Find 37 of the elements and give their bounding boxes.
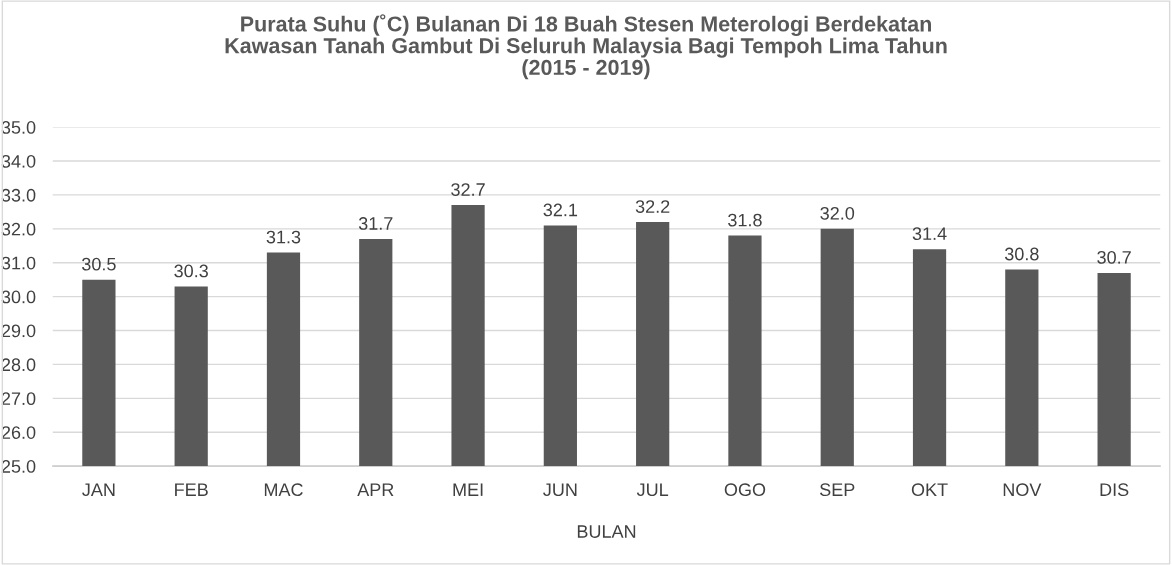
data-label: 31.7	[358, 217, 393, 230]
x-tick-label: JUN	[543, 483, 577, 497]
y-tick-label: 29.0	[1, 324, 36, 338]
x-tick-label: MEI	[453, 483, 483, 496]
data-label: 30.7	[1097, 250, 1131, 264]
x-tick-label: DIS	[1100, 483, 1129, 497]
x-axis-title: BULAN	[577, 525, 636, 538]
data-label: 32.0	[820, 206, 855, 220]
x-tick-label: SEP	[820, 483, 855, 497]
y-tick-label: 33.0	[1, 188, 36, 202]
y-tick-label: 28.0	[1, 358, 36, 372]
data-label: 30.3	[174, 264, 208, 278]
data-label: 32.7	[451, 183, 485, 196]
data-label: 32.2	[635, 200, 670, 213]
x-tick-label: MAC	[264, 483, 303, 497]
data-label: 30.5	[82, 257, 116, 271]
data-label: 32.1	[543, 203, 578, 217]
y-tick-label: 25.0	[1, 460, 36, 473]
y-tick-label: 30.0	[1, 290, 36, 304]
x-tick-label: FEB	[175, 483, 208, 496]
y-tick-label: 35.0	[1, 121, 36, 134]
x-tick-label: OGO	[724, 483, 766, 497]
chart-title: Purata Suhu (˚C) Bulanan Di 18 Buah Stesen Meterologi Berdekatan Kawasan Tanah Gambut Di Seluruh Malaysia Bagi Tempoh Lima Tahun (2015 - 2019)	[225, 14, 947, 80]
x-tick-label: APR	[357, 483, 394, 496]
x-tick-label: NOV	[1003, 483, 1042, 497]
data-label: 30.8	[1004, 247, 1039, 261]
data-label: 31.3	[266, 230, 301, 244]
data-label: 31.4	[912, 227, 947, 241]
y-tick-label: 32.0	[1, 222, 36, 236]
y-tick-label: 34.0	[1, 154, 36, 168]
y-tick-label: 27.0	[1, 392, 36, 406]
x-tick-label: OKT	[911, 483, 948, 497]
x-tick-label: JUL	[636, 483, 669, 497]
data-label: 31.8	[728, 213, 762, 227]
y-tick-label: 26.0	[1, 426, 36, 439]
x-tick-label: JAN	[82, 483, 115, 497]
y-tick-label: 31.0	[1, 256, 36, 270]
